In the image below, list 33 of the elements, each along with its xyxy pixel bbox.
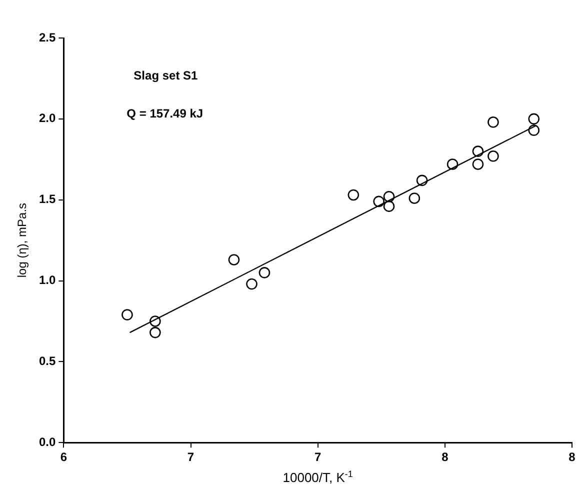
point <box>228 254 240 266</box>
y-axis-title: log (η), mPa.s <box>15 202 29 278</box>
x-tick-label: 8 <box>568 450 576 464</box>
point <box>348 189 360 201</box>
point <box>383 190 395 202</box>
y-tick-label: 2.5 <box>38 30 56 44</box>
point <box>122 309 133 320</box>
x-tick-label: 7 <box>314 450 322 464</box>
point <box>488 150 499 162</box>
point <box>488 116 499 128</box>
point <box>246 278 258 290</box>
x-tick-label: 8 <box>442 450 449 464</box>
x-tick-label: 7 <box>187 450 194 464</box>
point <box>373 196 384 208</box>
point <box>150 316 161 327</box>
y-tick-label: 1.5 <box>38 192 56 206</box>
point <box>408 192 420 204</box>
y-tick-label: 0.5 <box>38 354 56 368</box>
point <box>383 200 395 212</box>
point <box>528 124 540 136</box>
point <box>528 113 540 125</box>
point <box>150 326 161 338</box>
annotation: Slag set S1 <box>134 68 198 82</box>
y-tick-label: 0.0 <box>38 434 56 449</box>
point <box>258 267 270 278</box>
point <box>472 146 484 157</box>
y-tick-label: 2.0 <box>38 111 56 126</box>
x-tick-label: 6 <box>60 450 68 464</box>
point <box>416 174 428 186</box>
point <box>472 158 484 170</box>
point <box>446 158 458 170</box>
annotation: Q = 157.49 kJ <box>126 106 204 120</box>
y-tick-label: 1.0 <box>38 273 56 288</box>
